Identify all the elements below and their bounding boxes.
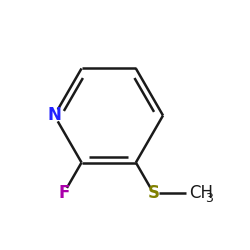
Text: S: S	[148, 184, 160, 202]
Text: N: N	[48, 106, 61, 124]
Text: CH: CH	[189, 184, 213, 202]
Text: 3: 3	[204, 192, 212, 204]
Text: F: F	[58, 184, 70, 202]
